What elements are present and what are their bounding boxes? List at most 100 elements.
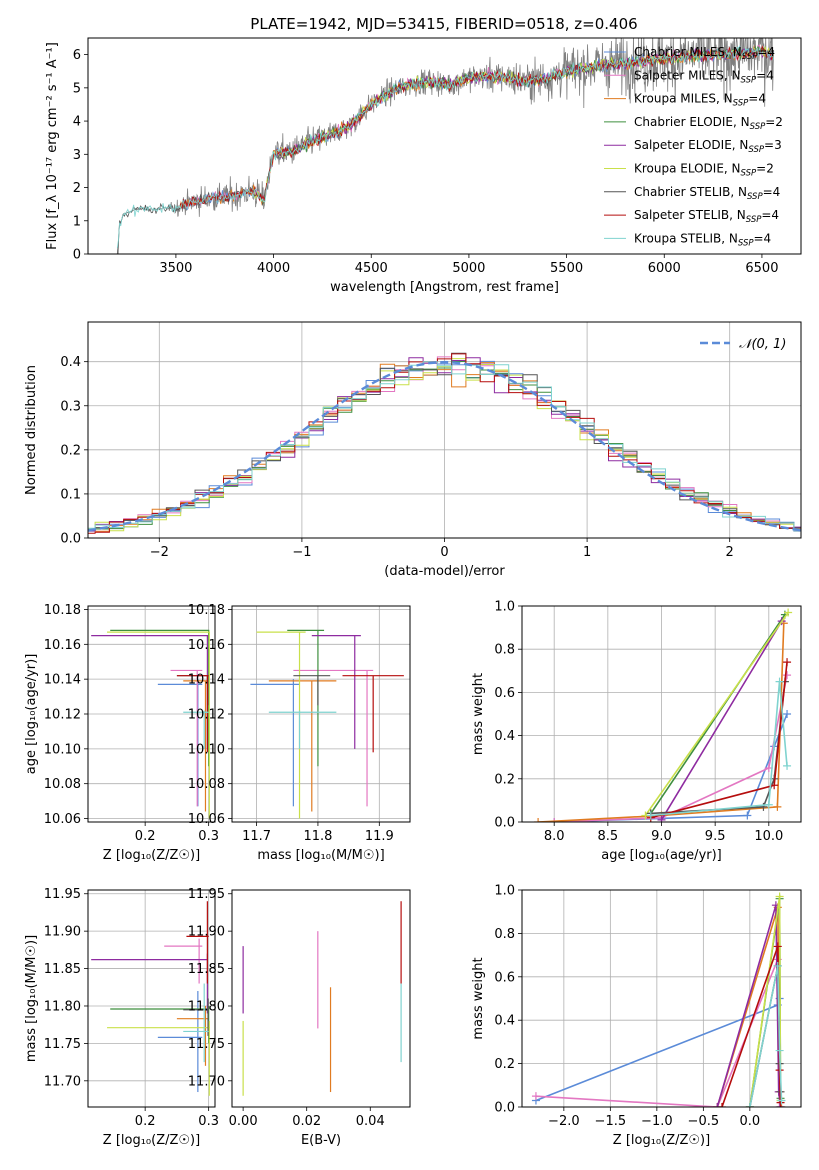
x-tick-label: 5000 [452, 261, 485, 276]
legend-label: Kroupa MILES, NSSP=4 [634, 92, 766, 109]
age_vs_Z-panel: 0.2 0.3 10.06 10.08 10.10 10.12 10.14 10.16 10.1… [24, 603, 219, 863]
weight-line-kroupa_stelib [749, 965, 783, 1107]
weight-marker [773, 942, 782, 951]
plot-area [91, 629, 210, 819]
y-tick-label: 10.14 [188, 673, 225, 688]
weight-marker [657, 815, 666, 822]
y-tick-label: 11.90 [188, 925, 225, 940]
x-axis-label: Z [log₁₀(Z/Z☉)] [103, 848, 200, 863]
errorbar-salpeter_stelib [342, 675, 404, 753]
y-axis-label: mass [log₁₀(M/M☉)] [24, 935, 39, 1062]
x-tick-label: −2 [150, 545, 169, 560]
y-tick-label: 10.12 [188, 708, 225, 723]
y-tick-label: 1.0 [494, 600, 515, 615]
weight-marker [759, 802, 768, 811]
weight-marker [745, 1103, 754, 1107]
y-tick-label: 11.80 [44, 999, 81, 1014]
y-tick-label: 10.08 [188, 777, 225, 792]
x-tick-label: 0.02 [292, 1114, 321, 1129]
plot-area [250, 629, 404, 819]
histogram-chabrier_elodie [88, 361, 801, 531]
y-tick-label: 1 [73, 214, 81, 229]
errorbar-kroupa_stelib [183, 983, 209, 1063]
plot-area [88, 352, 801, 534]
x-axis-label: E(B-V) [301, 1133, 341, 1148]
x-tick-label: 8.5 [598, 829, 619, 844]
y-tick-label: 0.6 [494, 686, 515, 701]
y-tick-label: 11.90 [44, 925, 81, 940]
y-tick-label: 0.2 [494, 772, 515, 787]
errorbar-chabrier_miles [250, 679, 300, 807]
axes-frame [87, 37, 802, 255]
legend-label: Salpeter MILES, NSSP=4 [634, 68, 774, 85]
y-tick-label: 11.70 [44, 1074, 81, 1089]
x-tick-label: 2 [726, 545, 734, 560]
x-tick-label: 4500 [355, 261, 388, 276]
y-tick-label: 10.16 [188, 638, 225, 653]
weight_vs_Z-panel: −2.0 −1.5 −1.0 −0.5 0.0 0.0 0.2 0.4 0.6 0.8 1.0 Z [… [471, 884, 802, 1148]
errorbar-salpeter_miles [170, 669, 203, 807]
x-tick-label: 0.2 [135, 829, 156, 844]
weight-marker [784, 608, 793, 617]
x-tick-label: 6000 [648, 261, 681, 276]
x-tick-label: 10.0 [754, 829, 783, 844]
x-tick-label: −0.5 [688, 1114, 720, 1129]
y-tick-label: 6 [73, 48, 81, 63]
y-tick-label: 11.85 [44, 962, 81, 977]
errorbar-salpeter_miles [293, 669, 374, 807]
y-axis-label: mass weight [471, 957, 486, 1039]
errorbar-chabrier_miles [157, 991, 203, 1093]
y-tick-label: 11.75 [188, 1037, 225, 1052]
errorbar-kroupa_stelib [183, 710, 209, 749]
errorbar-salpeter_elodie [311, 635, 361, 749]
axes-frame [231, 605, 411, 823]
y-tick-label: 0.1 [60, 487, 81, 502]
x-axis-label: mass [log₁₀(M/M☉)] [257, 848, 384, 863]
y-tick-label: 0 [73, 248, 81, 263]
weight-marker [775, 1046, 784, 1055]
weight-marker [550, 818, 559, 822]
weight-line-kroupa_stelib [650, 681, 788, 817]
x-axis-label: wavelength [Angstrom, rest frame] [330, 280, 559, 295]
model-spectrum-kroupa_stelib [116, 44, 775, 248]
histogram-salpeter_miles [88, 356, 801, 533]
errorbar-chabrier_elodie [110, 1005, 210, 1044]
errorbar-chabrier_stelib [293, 675, 331, 706]
legend-label: Chabrier ELODIE, NSSP=2 [634, 115, 783, 132]
x-tick-label: 0 [440, 545, 448, 560]
y-tick-label: 11.75 [44, 1037, 81, 1052]
x-tick-label: 8.0 [544, 829, 565, 844]
y-tick-label: 10.06 [188, 812, 225, 827]
x-tick-label: −1.5 [595, 1114, 627, 1129]
y-axis-label: Flux [f_λ 10⁻¹⁷ erg cm⁻² s⁻¹ A⁻¹] [45, 42, 60, 250]
errorbar-kroupa_elodie [107, 1020, 210, 1096]
mass_vs_Z-panel: 0.2 0.3 11.70 11.75 11.80 11.85 11.90 11.95 Z [l… [24, 887, 219, 1148]
axes-frame [87, 605, 216, 823]
normal-curve [88, 360, 801, 532]
weight_vs_age-panel: 8.0 8.5 9.0 9.5 10.0 0.0 0.2 0.4 0.6 0.8 1.0 age [l… [471, 600, 802, 863]
chart-title: PLATE=1942, MJD=53415, FIBERID=0518, z=0… [250, 15, 637, 33]
y-tick-label: 10.10 [44, 742, 81, 757]
y-tick-label: 5 [73, 81, 81, 96]
weight-marker [770, 781, 779, 790]
legend-label: Salpeter ELODIE, NSSP=3 [634, 138, 782, 155]
y-tick-label: 0.4 [494, 729, 515, 744]
weight-marker [531, 1092, 540, 1101]
y-tick-label: 11.95 [188, 887, 225, 902]
x-tick-label: 9.0 [651, 829, 672, 844]
plot-area [116, 38, 775, 254]
weight-marker [743, 811, 752, 820]
weight-marker [777, 1096, 786, 1105]
y-tick-label: 0.4 [60, 355, 81, 370]
y-axis-label: mass weight [471, 673, 486, 755]
x-tick-label: 1 [583, 545, 591, 560]
weight-marker [717, 1103, 726, 1107]
x-tick-label: 4000 [257, 261, 290, 276]
x-tick-label: 0.3 [198, 1114, 219, 1129]
legend-label: 𝒩(0, 1) [739, 337, 786, 352]
x-axis-label: age [log₁₀(age/yr)] [601, 848, 722, 863]
weight-line-kroupa_elodie [644, 612, 789, 816]
model-spectrum-salpeter_stelib [179, 45, 774, 209]
spectrum-panel: 3500 4000 4500 5000 5500 6000 6500 0 1 2 3 4 5 6 wavel… [45, 37, 802, 295]
y-tick-label: 10.12 [44, 708, 81, 723]
